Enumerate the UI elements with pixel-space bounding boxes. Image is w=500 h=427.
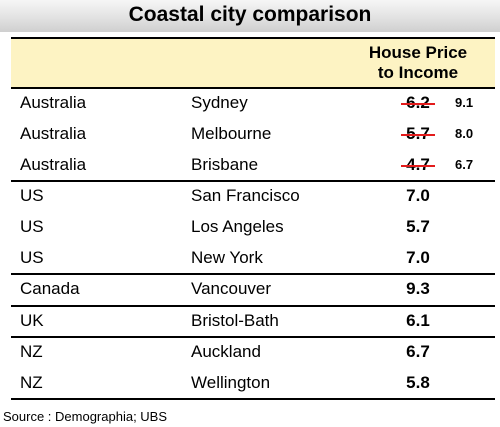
page-title: Coastal city comparison <box>128 3 372 26</box>
table-row-country: US <box>20 248 44 267</box>
table-row-city: Sydney <box>191 93 248 112</box>
revised-value: 8.0 <box>455 126 474 141</box>
struck-value: 5.7 <box>396 124 440 144</box>
struck-value: 4.7 <box>396 155 440 175</box>
group-divider <box>11 180 495 182</box>
table-row-value: 5.8 <box>406 373 430 392</box>
table-row-value: 6.7 <box>406 342 430 361</box>
title-band <box>0 0 500 32</box>
table-row-country: US <box>20 186 44 205</box>
table-row-city: Bristol-Bath <box>191 311 279 330</box>
struck-value-text: 5.7 <box>406 124 430 143</box>
table-row-city: Brisbane <box>191 155 259 174</box>
group-divider <box>11 273 495 275</box>
strikethrough-line <box>401 103 435 105</box>
struck-value-text: 6.2 <box>406 93 430 112</box>
table-row-city: Los Angeles <box>191 217 284 236</box>
table-row-value: 7.0 <box>406 186 430 205</box>
table-row-value: 5.7 <box>406 217 430 236</box>
table-row-value: 6.1 <box>406 311 430 330</box>
struck-value: 6.2 <box>396 93 440 113</box>
table-row-city: New York <box>191 248 263 267</box>
table-row-country: UK <box>20 311 44 330</box>
table-row-country: US <box>20 217 44 236</box>
table-header <box>11 39 495 87</box>
table-row-country: Canada <box>20 279 80 298</box>
group-divider <box>11 305 495 307</box>
table-row-city: San Francisco <box>191 186 300 205</box>
table-top-rule <box>11 37 495 39</box>
table-row-city: Vancouver <box>191 279 272 298</box>
column-header-line-2: to Income <box>377 63 459 82</box>
revised-value: 6.7 <box>455 157 474 172</box>
column-header-house-price-to-income: House Price to Income <box>352 43 484 83</box>
table-row-country: Australia <box>20 155 87 174</box>
table-row-country: Australia <box>20 93 87 112</box>
table-row-value: 7.0 <box>406 248 430 267</box>
table-row-city: Melbourne <box>191 124 272 143</box>
strikethrough-line <box>401 134 435 136</box>
table-row-value: 9.3 <box>406 279 430 298</box>
table-row-city: Auckland <box>191 342 261 361</box>
group-divider <box>11 336 495 338</box>
table-bottom-rule <box>11 398 495 400</box>
table-row-country: NZ <box>20 342 43 361</box>
table-row-country: Australia <box>20 124 87 143</box>
column-header-line-1: House Price <box>368 43 468 62</box>
struck-value-text: 4.7 <box>406 155 430 174</box>
header-bottom-rule <box>11 87 495 89</box>
source-note: Source : Demographia; UBS <box>3 409 168 424</box>
revised-value: 9.1 <box>455 95 474 110</box>
table-row-country: NZ <box>20 373 43 392</box>
table-row-city: Wellington <box>191 373 271 392</box>
strikethrough-line <box>401 165 435 167</box>
